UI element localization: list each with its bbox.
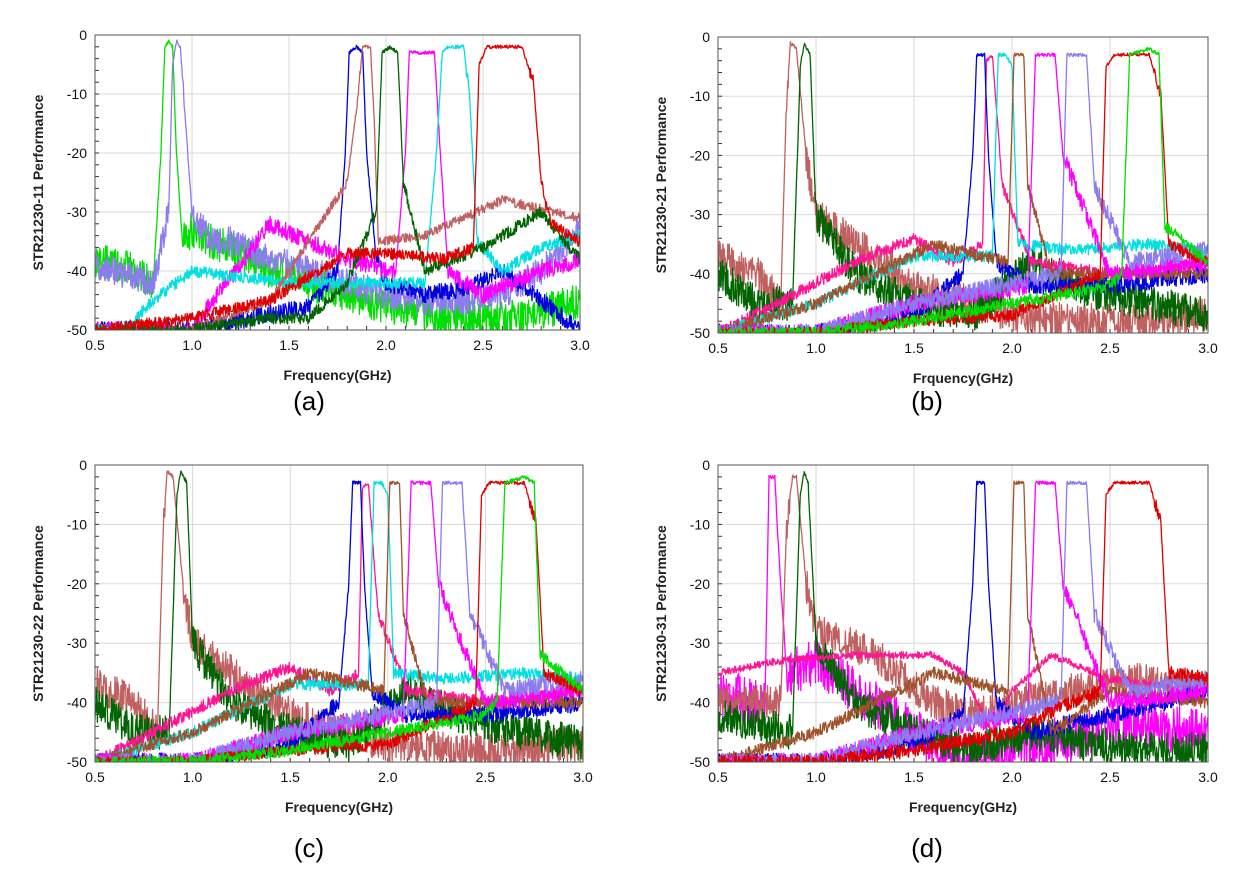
chart-svg-a: 0.5 1.0 1.5 2.0 2.5 3.0 0 -10 -20 -30 -40 -50 Freque… bbox=[30, 27, 590, 383]
series-group-b bbox=[718, 41, 1208, 333]
series-line-b-9 bbox=[718, 46, 1208, 333]
chart-caption-a: (a) bbox=[293, 386, 325, 416]
series-line-d-7 bbox=[718, 480, 1208, 762]
x-tick-label-3: 2.0 bbox=[376, 337, 396, 353]
chart-svg-b: 0.5 1.0 1.5 2.0 2.5 3.0 0 -10 -20 -30 -40 -50 Frquen… bbox=[653, 29, 1218, 386]
x-tick-label-2: 1.5 bbox=[904, 769, 924, 785]
series-line-a-7 bbox=[95, 44, 580, 330]
x-tick-label-2: 1.5 bbox=[280, 769, 300, 785]
x-tick-label-4: 2.5 bbox=[1100, 769, 1120, 785]
x-tick-label-0: 0.5 bbox=[85, 769, 105, 785]
chart-caption-d: (d) bbox=[911, 833, 943, 863]
x-tick-label-0: 0.5 bbox=[708, 769, 728, 785]
x-tick-label-3: 2.0 bbox=[1002, 769, 1022, 785]
y-tick-label-2: -20 bbox=[67, 576, 87, 592]
y-tick-label-4: -40 bbox=[67, 263, 87, 279]
x-tick-label-2: 1.5 bbox=[279, 337, 299, 353]
y-tick-label-5: -50 bbox=[690, 325, 710, 341]
chart-caption-b: (b) bbox=[911, 386, 943, 416]
y-axis-label-d: STR21230-31 Performance bbox=[653, 525, 669, 702]
series-group-c bbox=[95, 470, 583, 762]
y-tick-label-1: -10 bbox=[690, 516, 710, 532]
plot-frame-a bbox=[94, 34, 581, 331]
x-axis-label-b: Frquency(GHz) bbox=[913, 370, 1013, 386]
chart-panel-b: 0.5 1.0 1.5 2.0 2.5 3.0 0 -10 -20 -30 -40 -50 Frquen… bbox=[618, 0, 1236, 443]
y-tick-label-4: -40 bbox=[690, 266, 710, 282]
x-tick-label-4: 2.5 bbox=[476, 769, 496, 785]
y-tick-label-0: 0 bbox=[702, 29, 710, 45]
series-line-d-6 bbox=[718, 480, 1208, 762]
y-tick-label-4: -40 bbox=[67, 695, 87, 711]
series-line-c-3 bbox=[95, 480, 583, 762]
chart-svg-c: 0.5 1.0 1.5 2.0 2.5 3.0 0 -10 -20 -30 -40 -50 Freque… bbox=[30, 457, 593, 815]
y-axis-label-b: STR21230-21 Performance bbox=[653, 96, 669, 273]
x-tick-label-1: 1.0 bbox=[806, 340, 826, 356]
y-axis-label-a: STR21230-11 Performance bbox=[30, 94, 46, 270]
x-axis-label-c: Frequency(GHz) bbox=[285, 799, 393, 815]
y-tick-label-1: -10 bbox=[690, 88, 710, 104]
x-axis-label-a: Frequency(GHz) bbox=[283, 367, 391, 383]
x-axis-label-d: Frequency(GHz) bbox=[909, 799, 1017, 815]
y-tick-label-5: -50 bbox=[67, 322, 87, 338]
chart-svg-d: 0.5 1.0 1.5 2.0 2.5 3.0 0 -10 -20 -30 -40 -50 Freque… bbox=[653, 457, 1218, 815]
y-axis-label-c: STR21230-22 Performance bbox=[30, 525, 46, 702]
y-tick-label-0: 0 bbox=[79, 457, 87, 473]
x-tick-label-2: 1.5 bbox=[904, 340, 924, 356]
y-tick-label-1: -10 bbox=[67, 86, 87, 102]
series-line-a-6 bbox=[95, 45, 580, 330]
x-tick-label-1: 1.0 bbox=[806, 769, 826, 785]
x-tick-label-0: 0.5 bbox=[708, 340, 728, 356]
x-tick-label-3: 2.0 bbox=[378, 769, 398, 785]
series-line-a-4 bbox=[95, 44, 580, 330]
y-tick-label-2: -20 bbox=[690, 147, 710, 163]
y-tick-label-0: 0 bbox=[79, 27, 87, 43]
series-line-c-6 bbox=[95, 480, 583, 762]
y-tick-label-3: -30 bbox=[690, 207, 710, 223]
y-tick-label-3: -30 bbox=[67, 204, 87, 220]
series-group-a bbox=[95, 39, 580, 330]
x-tick-label-1: 1.0 bbox=[183, 769, 203, 785]
y-tick-label-5: -50 bbox=[67, 754, 87, 770]
chart-panel-a: 0.5 1.0 1.5 2.0 2.5 3.0 0 -10 -20 -30 -40 -50 Freque… bbox=[0, 0, 618, 443]
x-tick-label-4: 2.5 bbox=[1100, 340, 1120, 356]
y-tick-label-3: -30 bbox=[67, 635, 87, 651]
y-tick-label-4: -40 bbox=[690, 695, 710, 711]
x-tick-label-5: 3.0 bbox=[1198, 769, 1218, 785]
x-tick-label-4: 2.5 bbox=[473, 337, 493, 353]
chart-panel-d: 0.5 1.0 1.5 2.0 2.5 3.0 0 -10 -20 -30 -40 -50 Freque… bbox=[618, 443, 1236, 886]
series-line-c-9 bbox=[95, 475, 583, 762]
series-line-d-2 bbox=[718, 471, 1208, 762]
series-line-b-3 bbox=[718, 52, 1208, 333]
y-tick-label-2: -20 bbox=[690, 576, 710, 592]
plot-frame-d bbox=[717, 464, 1209, 763]
plot-frame-c bbox=[94, 464, 584, 763]
series-line-a-3 bbox=[95, 50, 580, 330]
x-tick-label-0: 0.5 bbox=[85, 337, 105, 353]
x-tick-label-5: 3.0 bbox=[570, 337, 590, 353]
chart-panel-c: 0.5 1.0 1.5 2.0 2.5 3.0 0 -10 -20 -30 -40 -50 Freque… bbox=[0, 443, 618, 886]
x-tick-label-3: 2.0 bbox=[1002, 340, 1022, 356]
y-tick-label-3: -30 bbox=[690, 635, 710, 651]
y-tick-label-5: -50 bbox=[690, 754, 710, 770]
series-line-d-8 bbox=[718, 480, 1208, 762]
plot-frame-b bbox=[717, 36, 1209, 334]
x-tick-label-1: 1.0 bbox=[182, 337, 202, 353]
x-tick-label-5: 3.0 bbox=[573, 769, 593, 785]
y-tick-label-0: 0 bbox=[702, 457, 710, 473]
y-tick-label-2: -20 bbox=[67, 145, 87, 161]
series-group-d bbox=[718, 471, 1208, 762]
y-tick-label-1: -10 bbox=[67, 516, 87, 532]
x-tick-label-5: 3.0 bbox=[1198, 340, 1218, 356]
chart-caption-c: (c) bbox=[293, 833, 325, 863]
